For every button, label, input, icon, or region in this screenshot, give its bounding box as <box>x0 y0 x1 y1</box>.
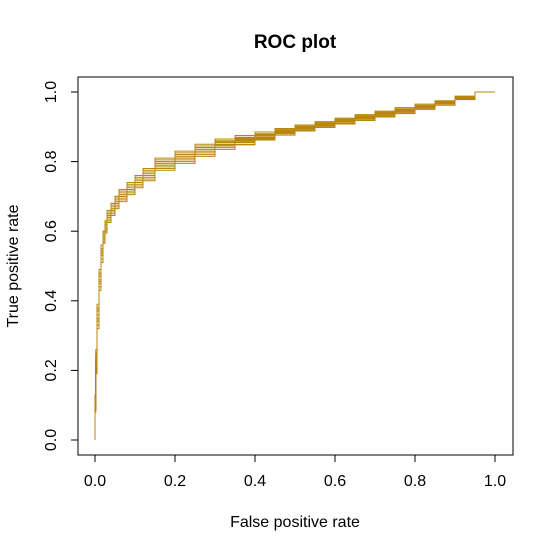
roc-curve-1 <box>94 91 495 440</box>
roc-curve-10 <box>94 91 495 440</box>
roc-curve-2 <box>94 91 495 440</box>
roc-curve-8 <box>94 91 495 440</box>
x-tick-label: 0.0 <box>84 473 106 490</box>
y-tick-label: 1.0 <box>43 81 60 103</box>
y-tick-label: 0.2 <box>43 359 60 381</box>
y-tick-label: 0.8 <box>43 150 60 172</box>
x-axis-label: False positive rate <box>230 514 360 531</box>
roc-curve-7 <box>94 91 495 440</box>
chart-title: ROC plot <box>254 32 337 53</box>
roc-curve-3 <box>94 91 495 440</box>
x-tick-label: 0.6 <box>324 473 346 490</box>
y-tick-label: 0.6 <box>43 220 60 242</box>
y-axis-label: True positive rate <box>5 204 22 327</box>
x-tick-label: 1.0 <box>484 473 506 490</box>
roc-curve-9 <box>94 91 495 440</box>
y-axis: 0.0 0.2 0.4 0.6 0.8 1.0 <box>43 81 79 451</box>
roc-curve-6 <box>94 91 495 440</box>
x-tick-label: 0.4 <box>244 473 266 490</box>
y-tick-label: 0.4 <box>43 290 60 312</box>
x-tick-label: 0.8 <box>404 473 426 490</box>
x-tick-label: 0.2 <box>164 473 186 490</box>
roc-curves <box>94 91 495 440</box>
roc-curve-4 <box>94 91 495 440</box>
roc-curve-5 <box>94 91 495 440</box>
x-axis: 0.0 0.2 0.4 0.6 0.8 1.0 <box>84 454 506 490</box>
y-tick-label: 0.0 <box>43 429 60 451</box>
